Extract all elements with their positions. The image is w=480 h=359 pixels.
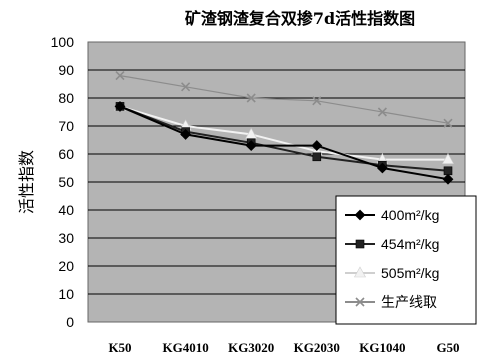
series-1-point: [442, 173, 454, 185]
legend: 400m²/kg 454m²/kg 505m²/kg 生产线取: [335, 195, 477, 325]
y-tick-label: 60: [58, 146, 74, 162]
legend-marker: [353, 266, 367, 278]
y-tick-label: 50: [58, 174, 74, 190]
series-4-point: [115, 71, 125, 81]
series-3-point: [245, 127, 258, 139]
series-4-point: [181, 82, 191, 92]
x-tick-label: KG3020: [228, 340, 274, 355]
legend-marker: [354, 209, 366, 221]
y-tick-label: 70: [58, 118, 74, 134]
legend-item: 400m²/kg: [345, 207, 439, 223]
series-3-line: [119, 105, 448, 161]
legend-label: 454m²/kg: [381, 236, 439, 252]
series-1-point: [114, 100, 126, 112]
series-4-line: [119, 75, 449, 124]
legend-item: 505m²/kg: [345, 265, 439, 281]
series-1-point: [311, 140, 323, 152]
y-tick-label: 100: [51, 34, 75, 50]
legend-label: 生产线取: [381, 294, 437, 310]
series-2-line: [119, 105, 449, 172]
series-1: [114, 100, 454, 185]
series-layer: [113, 71, 455, 185]
y-tick-label: 10: [58, 286, 74, 302]
series-1-point: [180, 128, 192, 140]
legend-marker: [355, 239, 365, 249]
series-4-point: [246, 93, 256, 103]
series-1-point: [245, 140, 257, 152]
y-tick-label: 40: [58, 202, 74, 218]
series-4-point: [312, 96, 322, 106]
y-tick-label: 20: [58, 258, 74, 274]
x-tick-label: KG2030: [294, 340, 340, 355]
series-2-point: [312, 152, 322, 162]
y-axis-label: 活性指数: [17, 150, 36, 214]
x-axis-ticks: K50 KG4010 KG3020 KG2030 KG1040 G50: [108, 340, 459, 355]
series-2-point: [443, 166, 453, 176]
series-1-line: [119, 105, 449, 181]
y-tick-label: 0: [66, 314, 74, 330]
chart-title: 矿渣钢渣复合双掺7d活性指数图: [185, 9, 415, 28]
x-tick-label: KG1040: [359, 340, 405, 355]
series-3-point: [441, 152, 455, 164]
legend-item: 454m²/kg: [345, 236, 439, 252]
y-axis-ticks: 0 10 20 30 40 50 60 70 80 90 100: [51, 34, 75, 330]
legend-label: 505m²/kg: [381, 265, 439, 281]
y-tick-label: 30: [58, 230, 74, 246]
x-tick-label: KG4010: [162, 340, 208, 355]
legend-label: 400m²/kg: [381, 207, 439, 223]
y-tick-label: 90: [58, 62, 74, 78]
series-4-point: [377, 107, 387, 117]
series-1-point: [376, 162, 388, 174]
legend-item: 生产线取: [345, 294, 437, 310]
x-tick-label: G50: [436, 340, 459, 355]
series-4: [115, 71, 453, 128]
series-4-point: [443, 118, 453, 128]
legend-marker: [355, 297, 365, 307]
y-tick-label: 80: [58, 90, 74, 106]
x-tick-label: K50: [108, 340, 131, 355]
